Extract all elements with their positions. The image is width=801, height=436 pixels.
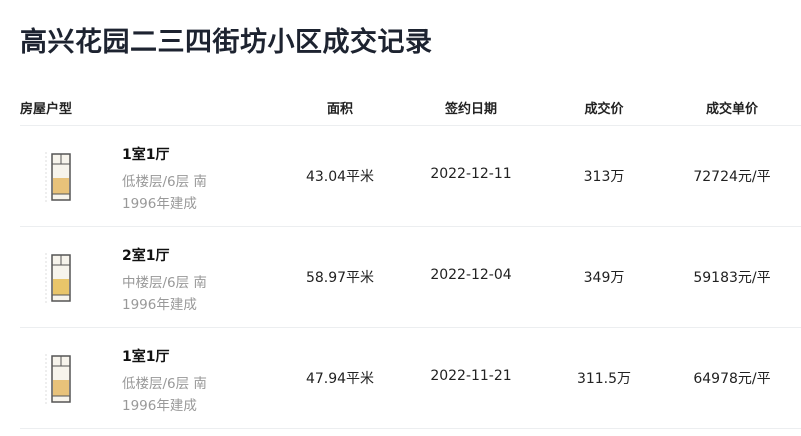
unit-price: 64978元/平 [693, 371, 771, 387]
build-year: 1996年建成 [122, 297, 197, 313]
floor-plan-image[interactable] [44, 150, 78, 206]
build-year: 1996年建成 [122, 196, 197, 212]
floor-info: 低楼层/6层 南 [122, 174, 207, 190]
floor-info: 低楼层/6层 南 [122, 376, 207, 392]
page-title: 高兴花园二三四街坊小区成交记录 [20, 27, 433, 58]
row-divider [20, 327, 801, 328]
row-divider [20, 428, 801, 429]
header-area: 面积 [326, 102, 354, 117]
deal-price: 349万 [583, 270, 625, 286]
unit-price: 59183元/平 [693, 270, 771, 286]
deal-price: 311.5万 [576, 371, 632, 387]
area-value: 43.04平米 [305, 169, 375, 185]
header-unit-price: 成交单价 [705, 102, 759, 117]
build-year: 1996年建成 [122, 398, 197, 414]
header-divider [20, 125, 801, 126]
sign-date: 2022-12-04 [430, 267, 512, 283]
sign-date: 2022-11-21 [430, 368, 512, 384]
unit-price: 72724元/平 [693, 169, 771, 185]
area-value: 58.97平米 [305, 270, 375, 286]
room-layout: 1室1厅 [122, 147, 170, 163]
table-row[interactable]: 1室1厅 低楼层/6层 南 1996年建成 43.04平米 2022-12-11… [0, 126, 801, 227]
header-price: 成交价 [584, 102, 624, 117]
row-divider [20, 226, 801, 227]
header-date: 签约日期 [444, 102, 498, 117]
room-layout: 1室1厅 [122, 349, 170, 365]
table-row[interactable]: 1室1厅 低楼层/6层 南 1996年建成 47.94平米 2022-11-21… [0, 328, 801, 429]
table-row[interactable]: 2室1厅 中楼层/6层 南 1996年建成 58.97平米 2022-12-04… [0, 227, 801, 328]
area-value: 47.94平米 [305, 371, 375, 387]
sign-date: 2022-12-11 [430, 166, 512, 182]
deal-price: 313万 [583, 169, 625, 185]
room-layout: 2室1厅 [122, 248, 170, 264]
floor-plan-image[interactable] [44, 251, 78, 307]
floor-plan-image[interactable] [44, 352, 78, 408]
header-layout: 房屋户型 [20, 102, 73, 117]
floor-info: 中楼层/6层 南 [122, 275, 207, 291]
